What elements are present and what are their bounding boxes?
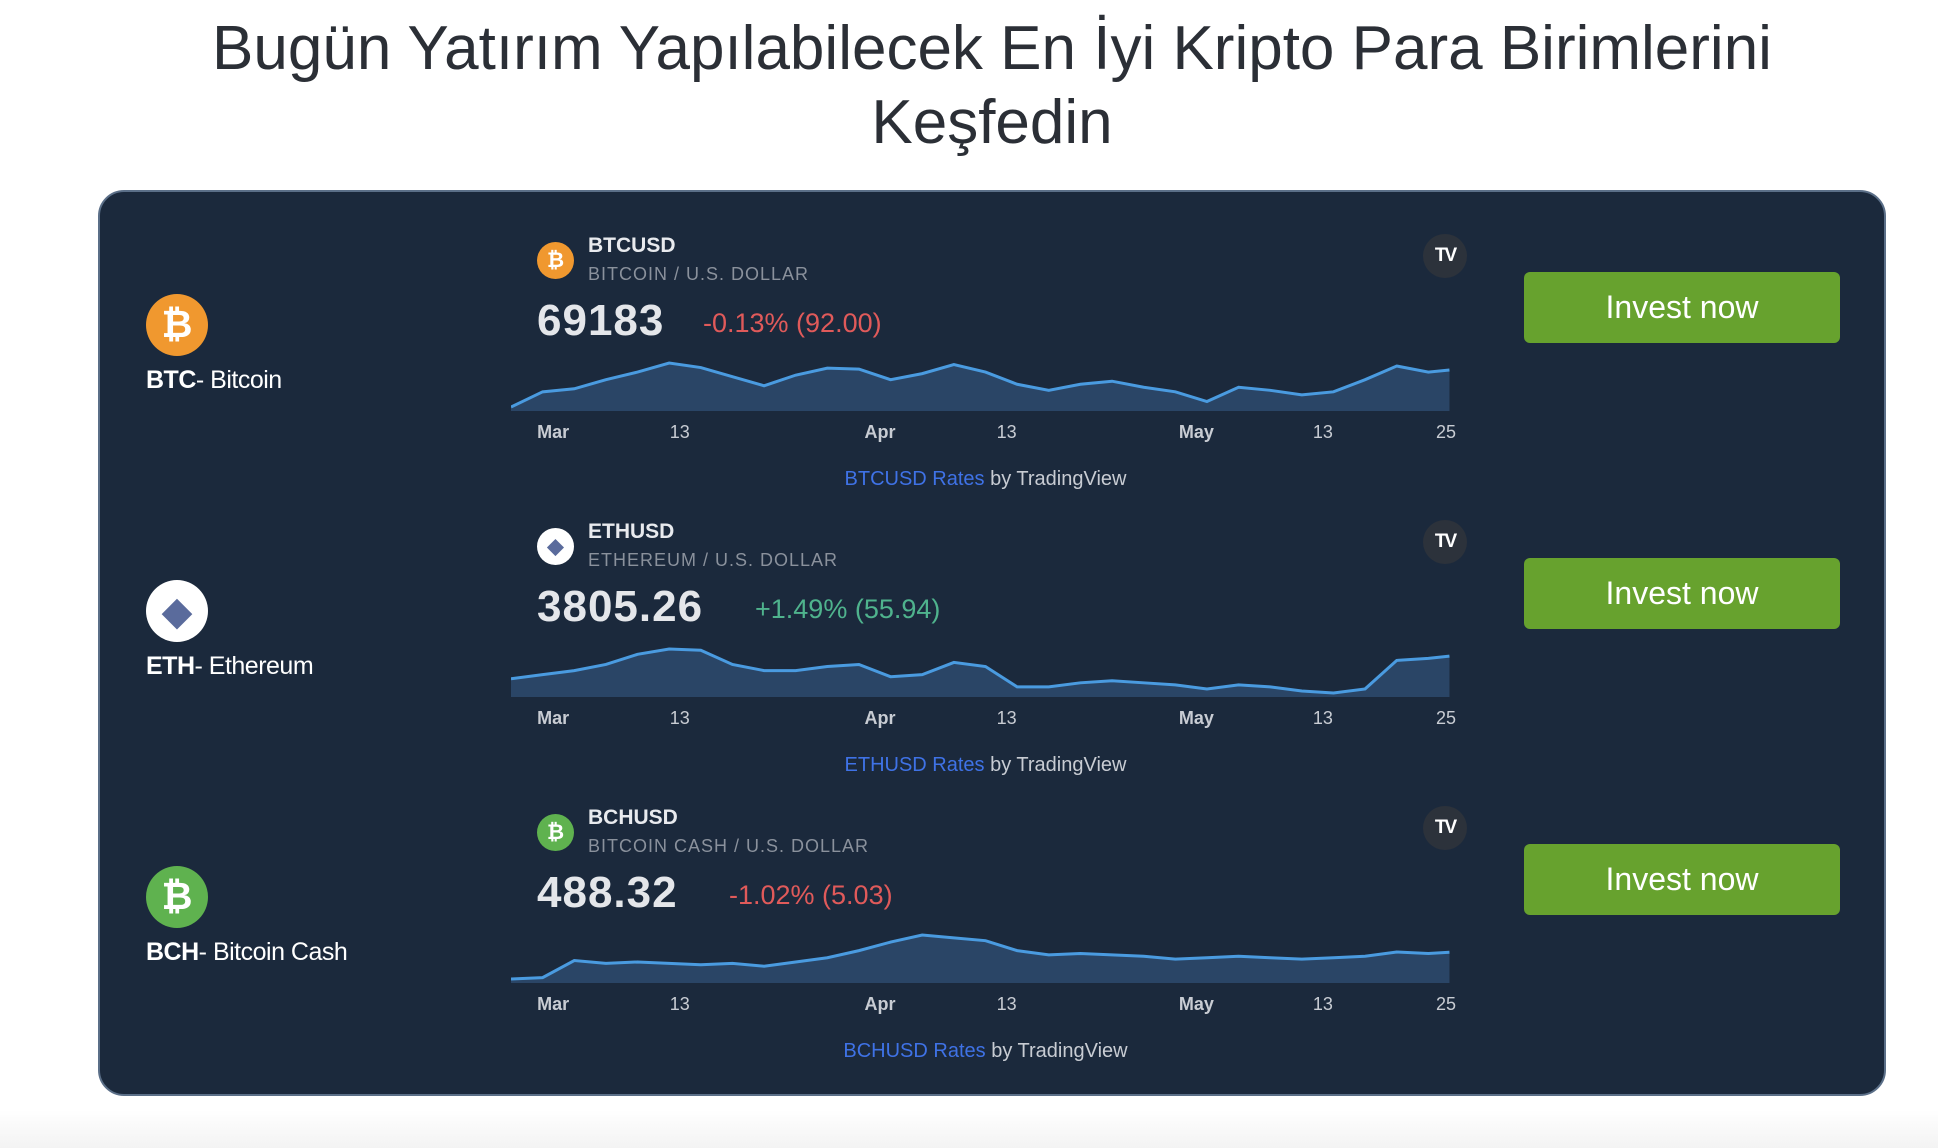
coin-glyph: ₿ [546,820,565,844]
coin-label: BTC- Bitcoin [146,366,282,395]
crypto-panel: ₿ BTC- Bitcoin ₿ BTCUSD BITCOIN / U.S. D… [98,190,1886,1096]
x-tick-label: 13 [996,422,1017,442]
rates-link[interactable]: BTCUSD Rates [844,468,985,490]
coin-name: - Bitcoin [195,366,282,394]
x-tick-label: Mar [537,994,570,1014]
tradingview-logo-icon[interactable]: TV [1423,234,1467,278]
page-title-line-1: Bugün Yatırım Yapılabilecek En İyi Kript… [212,14,1772,83]
crypto-row-eth: ◆ ETH- Ethereum ◆ ETHUSD ETHEREUM / U.S.… [100,478,1884,776]
symbol: ETHUSD [588,520,675,543]
symbol-description: BITCOIN / U.S. DOLLAR [588,264,810,284]
price-line [511,933,1450,981]
symbol-bitcoin-icon: ₿ [537,242,574,279]
coin-glyph: ₿ [161,875,193,918]
price-area [511,649,1450,697]
x-tick-label: 13 [996,708,1017,728]
x-axis: Mar 13 Apr 13 May 13 25 [511,422,1460,446]
coin-glyph: ◆ [547,535,564,558]
tradingview-widget[interactable]: ₿ BCHUSD BITCOIN CASH / U.S. DOLLAR 488.… [511,804,1467,1064]
attribution: BCHUSD Rates by TradingView [511,1040,1460,1063]
price: 488.32 [537,868,678,917]
invest-now-button[interactable]: Invest now [1524,844,1840,915]
price-line [511,647,1450,695]
page-title-line-2: Keşfedin [871,88,1113,157]
x-tick-label: 13 [1312,994,1333,1014]
crypto-row-bch: ₿ BCH- Bitcoin Cash ₿ BCHUSD BITCOIN CAS… [100,764,1884,1062]
ethereum-icon: ◆ [146,580,208,642]
coin-name: - Ethereum [194,652,314,680]
x-tick-label: Mar [537,422,570,442]
coin-name: - Bitcoin Cash [198,938,348,966]
attribution: BTCUSD Rates by TradingView [511,468,1460,491]
price-change: -1.02% (5.03) [729,880,893,910]
x-axis: Mar 13 Apr 13 May 13 25 [511,708,1460,732]
x-tick-label: 25 [1435,994,1457,1014]
x-tick-label: Apr [864,422,896,442]
tradingview-widget[interactable]: ₿ BTCUSD BITCOIN / U.S. DOLLAR 69183 -0.… [511,232,1467,492]
x-tick-label: Mar [537,708,570,728]
coin-glyph: ₿ [546,248,565,272]
x-tick-label: 25 [1435,422,1457,442]
price-change: -0.13% (92.00) [703,308,882,338]
crypto-row-btc: ₿ BTC- Bitcoin ₿ BTCUSD BITCOIN / U.S. D… [100,192,1884,490]
coin-info: ₿ BCH- Bitcoin Cash [146,866,348,967]
coin-glyph: ◆ [162,590,192,633]
coin-ticker: BCH [146,938,199,966]
coin-info: ◆ ETH- Ethereum [146,580,314,681]
symbol-description: ETHEREUM / U.S. DOLLAR [588,550,839,570]
x-tick-label: 13 [996,994,1017,1014]
tradingview-widget[interactable]: ◆ ETHUSD ETHEREUM / U.S. DOLLAR 3805.26 … [511,518,1467,778]
x-axis: Mar 13 Apr 13 May 13 25 [511,994,1460,1018]
page-footer-fade [0,1110,1938,1148]
attribution-by: by TradingView [984,468,1127,490]
symbol-bitcoin-cash-icon: ₿ [537,814,574,851]
x-tick-label: 25 [1435,708,1457,728]
x-tick-label: May [1178,994,1214,1014]
bitcoin-cash-icon: ₿ [146,866,208,928]
price-chart [511,361,1450,411]
attribution-by: by TradingView [985,1040,1128,1062]
x-tick-label: May [1178,422,1214,442]
x-tick-label: Apr [864,708,896,728]
price-chart [511,647,1450,697]
invest-now-button[interactable]: Invest now [1524,558,1840,629]
x-tick-label: May [1178,708,1214,728]
coin-glyph: ₿ [161,303,193,346]
x-tick-label: 13 [669,994,690,1014]
rates-link[interactable]: BCHUSD Rates [843,1040,986,1062]
attribution: ETHUSD Rates by TradingView [511,754,1460,777]
price: 69183 [537,296,665,345]
coin-ticker: ETH [146,652,195,680]
invest-now-button[interactable]: Invest now [1524,272,1840,343]
price-area [511,935,1450,983]
attribution-by: by TradingView [984,754,1127,776]
rates-link[interactable]: ETHUSD Rates [844,754,985,776]
price-line [511,361,1450,409]
symbol: BCHUSD [588,806,678,829]
x-tick-label: 13 [1312,422,1333,442]
bitcoin-icon: ₿ [146,294,208,356]
coin-info: ₿ BTC- Bitcoin [146,294,282,395]
symbol-description: BITCOIN CASH / U.S. DOLLAR [588,836,870,856]
page-title: Bugün Yatırım Yapılabilecek En İyi Kript… [0,12,1938,160]
coin-label: ETH- Ethereum [146,652,314,681]
tradingview-logo-icon[interactable]: TV [1423,806,1467,850]
x-tick-label: Apr [864,994,896,1014]
price-chart [511,933,1450,983]
coin-label: BCH- Bitcoin Cash [146,938,348,967]
coin-ticker: BTC [146,366,196,394]
symbol: BTCUSD [588,234,676,257]
price-change: +1.49% (55.94) [755,594,941,624]
price: 3805.26 [537,582,704,631]
x-tick-label: 13 [1312,708,1333,728]
symbol-ethereum-icon: ◆ [537,528,574,565]
x-tick-label: 13 [669,708,690,728]
tradingview-logo-icon[interactable]: TV [1423,520,1467,564]
x-tick-label: 13 [669,422,690,442]
